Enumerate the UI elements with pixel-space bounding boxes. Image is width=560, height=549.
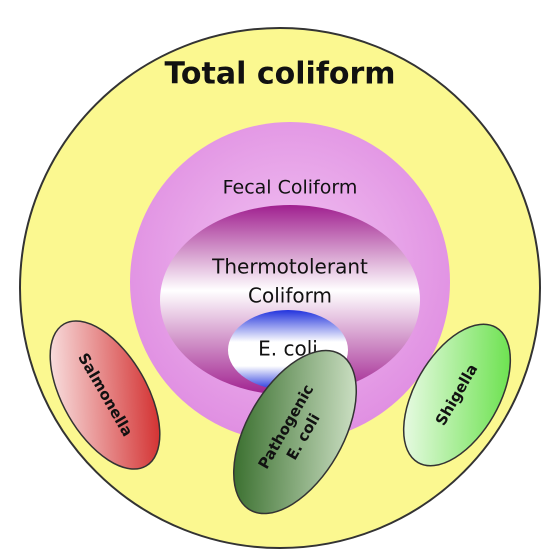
label: Fecal Coliform: [223, 177, 358, 199]
label: Thermotolerant: [211, 255, 368, 279]
label: Coliform: [248, 284, 332, 308]
shigella-ellipse: [402, 323, 512, 467]
label: Total coliform: [164, 57, 395, 92]
pathogenic-ecoli-ellipse: [232, 349, 358, 515]
salmonella-ellipse: [49, 320, 161, 470]
thermotolerant-ellipse: [160, 205, 420, 395]
